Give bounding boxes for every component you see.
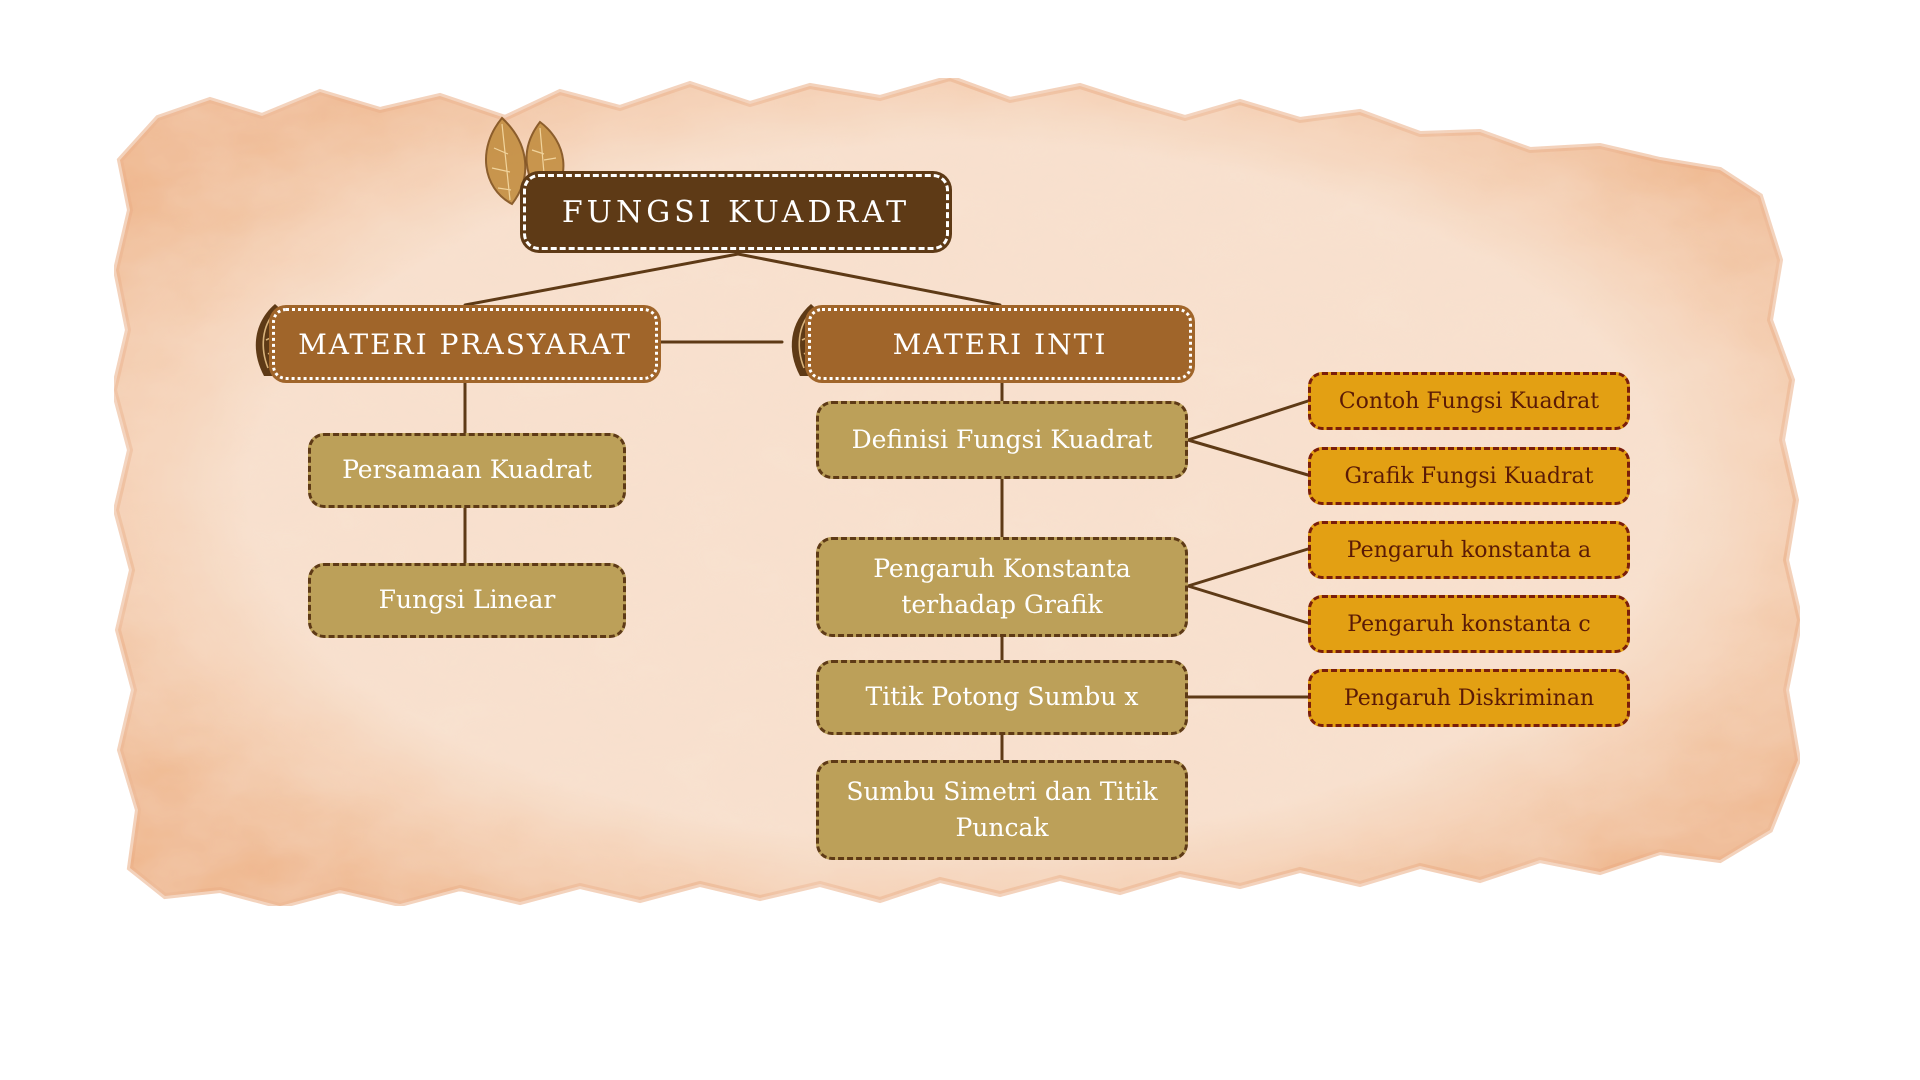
header-prasyarat-label: MATERI PRASYARAT: [298, 327, 632, 361]
topic-titik-potong-sumbu-x: Titik Potong Sumbu x: [816, 660, 1188, 735]
header-materi-inti: MATERI INTI: [808, 308, 1192, 380]
topic-definisi-fungsi-kuadrat: Definisi Fungsi Kuadrat: [816, 401, 1188, 479]
root-label: FUNGSI KUADRAT: [561, 194, 911, 230]
connector-konstanta-c: [1186, 584, 1310, 625]
connector-konstanta-a: [1186, 547, 1310, 588]
connector-root-inti: [736, 252, 1002, 307]
topic-persamaan-kuadrat: Persamaan Kuadrat: [308, 433, 626, 508]
sub-grafik-fungsi-kuadrat: Grafik Fungsi Kuadrat: [1308, 447, 1630, 505]
root-node: FUNGSI KUADRAT: [523, 174, 949, 250]
sub-pengaruh-konstanta-c: Pengaruh konstanta c: [1308, 595, 1630, 653]
topic-fungsi-linear: Fungsi Linear: [308, 563, 626, 638]
header-materi-prasyarat: MATERI PRASYARAT: [272, 308, 658, 380]
sub-contoh-fungsi-kuadrat: Contoh Fungsi Kuadrat: [1308, 372, 1630, 430]
connector-definisi-grafik: [1186, 438, 1310, 477]
topic-sumbu-simetri: Sumbu Simetri dan Titik Puncak: [816, 760, 1188, 860]
topic-pengaruh-konstanta: Pengaruh Konstanta terhadap Grafik: [816, 537, 1188, 637]
connector-definisi-contoh: [1186, 399, 1310, 442]
sub-pengaruh-diskriminan: Pengaruh Diskriminan: [1308, 669, 1630, 727]
sub-pengaruh-konstanta-a: Pengaruh konstanta a: [1308, 521, 1630, 579]
connector-root-prasyarat: [463, 252, 740, 307]
header-inti-label: MATERI INTI: [892, 327, 1108, 361]
